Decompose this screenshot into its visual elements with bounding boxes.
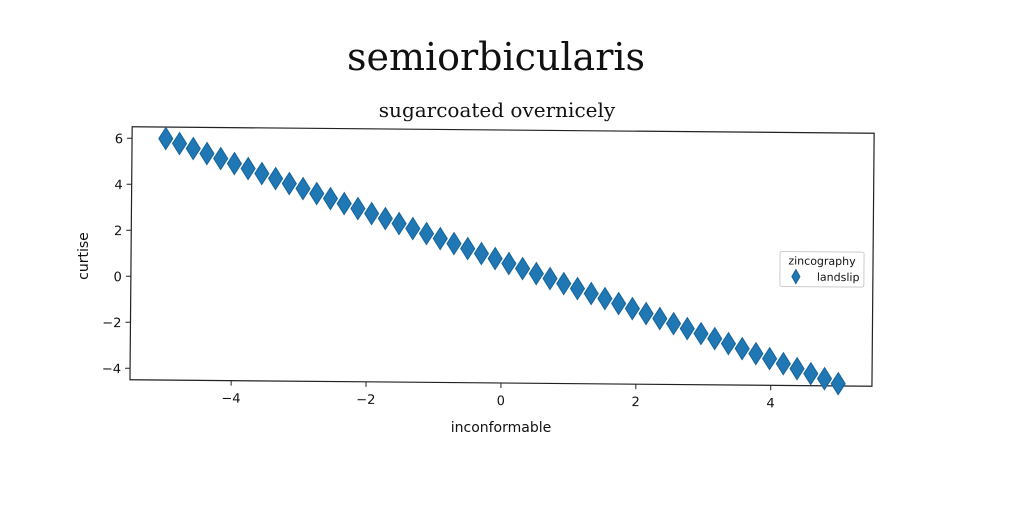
data-point <box>295 176 311 201</box>
data-point <box>336 191 352 216</box>
y-tick-label: 2 <box>114 224 122 239</box>
legend-marker-landslip <box>791 268 801 285</box>
data-point <box>775 351 791 376</box>
x-tick-label: 0 <box>497 394 505 409</box>
data-point <box>309 181 325 206</box>
legend-title: zincography <box>788 254 856 268</box>
data-point <box>254 161 270 186</box>
data-point <box>377 206 393 231</box>
data-point <box>569 276 586 301</box>
legend: zincography landslip <box>779 250 865 288</box>
y-tick-label: −2 <box>102 316 121 331</box>
x-axis-label: inconformable <box>451 420 552 436</box>
chart-subtitle: sugarcoated overnicely <box>379 98 616 122</box>
data-point <box>665 311 682 336</box>
y-tick-label: 4 <box>114 178 122 193</box>
data-point <box>816 366 833 391</box>
data-point <box>473 241 490 266</box>
data-point <box>693 321 709 346</box>
data-point <box>748 341 764 366</box>
x-tick-label: 2 <box>631 395 639 410</box>
data-point <box>720 331 737 356</box>
data-point <box>501 251 517 276</box>
legend-box <box>779 250 865 288</box>
data-point <box>624 296 640 321</box>
data-point <box>240 156 256 181</box>
data-point <box>350 196 366 221</box>
data-point <box>460 236 476 261</box>
data-point <box>213 146 229 171</box>
plot-area: −4 −2 0 2 4 −4 −2 0 2 4 6 zincography landslip <box>102 126 875 411</box>
data-point <box>515 256 531 281</box>
data-point <box>171 131 188 156</box>
x-tick-label: −4 <box>221 392 240 407</box>
y-axis-ticks: −4 −2 0 2 4 6 <box>102 132 133 377</box>
data-point <box>679 316 695 341</box>
data-point <box>281 171 297 196</box>
data-point <box>638 301 654 326</box>
chart-title: semiorbicularis <box>347 35 645 79</box>
series-landslip-markers <box>158 126 846 396</box>
data-point <box>707 326 723 351</box>
data-point <box>199 141 215 166</box>
legend-label-landslip: landslip <box>817 271 860 284</box>
data-point <box>542 266 558 291</box>
y-tick-label: −4 <box>102 362 121 377</box>
data-point <box>185 136 201 161</box>
data-point <box>762 346 778 371</box>
data-point <box>432 226 448 251</box>
x-tick-label: −2 <box>356 393 375 408</box>
data-point <box>418 221 435 246</box>
data-point <box>267 166 284 191</box>
y-tick-label: 0 <box>114 270 122 285</box>
data-point <box>597 286 613 311</box>
data-point <box>391 211 407 236</box>
data-point <box>446 231 462 256</box>
data-point <box>652 306 668 331</box>
data-point <box>583 281 599 306</box>
y-tick-label: 6 <box>115 132 123 147</box>
data-point <box>405 216 421 241</box>
data-point <box>158 126 174 151</box>
data-point <box>556 271 572 296</box>
data-point <box>322 186 339 211</box>
data-point <box>226 151 243 176</box>
data-point <box>734 336 750 361</box>
data-point <box>528 261 544 286</box>
data-point <box>487 246 503 271</box>
data-point <box>789 356 805 381</box>
data-point <box>364 201 380 226</box>
data-point <box>803 361 819 386</box>
x-axis-ticks: −4 −2 0 2 4 <box>221 380 775 411</box>
y-axis-label: curtise <box>76 232 92 280</box>
x-tick-label: 4 <box>766 396 774 411</box>
data-point <box>611 291 627 316</box>
plot-frame <box>129 126 875 387</box>
data-point <box>830 371 846 396</box>
